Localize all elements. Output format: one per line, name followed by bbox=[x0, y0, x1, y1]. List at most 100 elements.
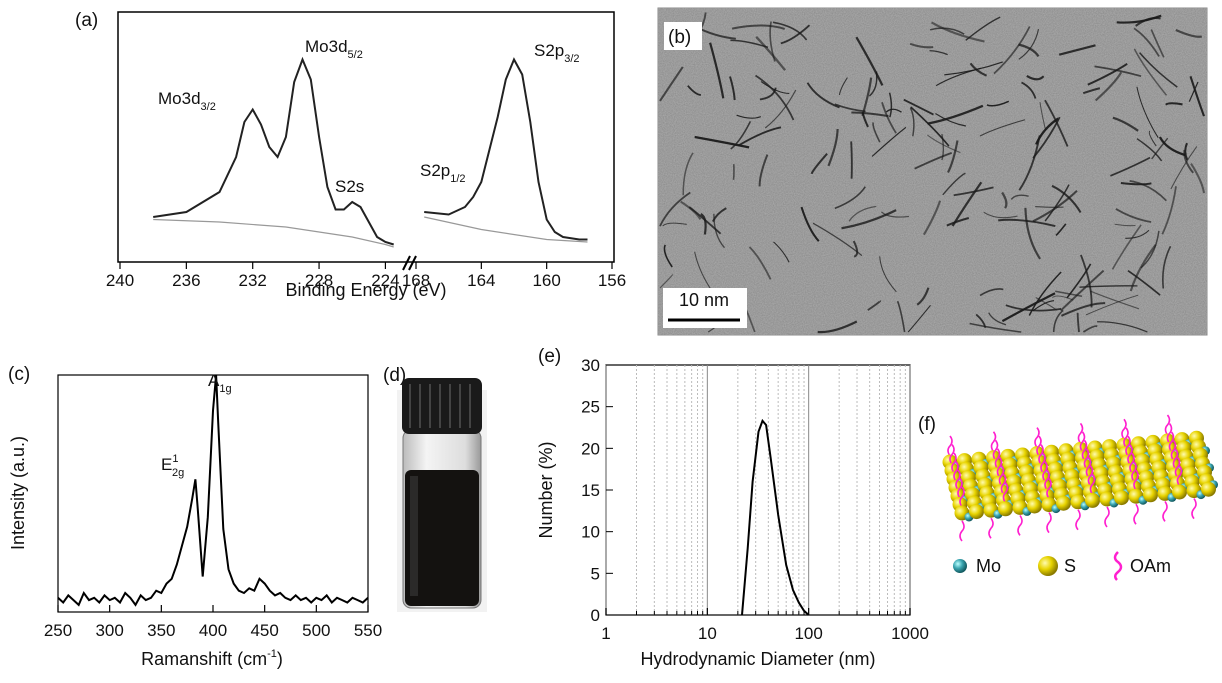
tem-streak bbox=[861, 77, 873, 117]
tem-streak bbox=[1028, 271, 1062, 316]
tem-streak bbox=[1060, 302, 1106, 317]
x-tick-label: 550 bbox=[354, 621, 382, 640]
y-axis-label: Number (%) bbox=[536, 441, 556, 538]
x-tick-label: 164 bbox=[467, 271, 495, 290]
x-tick-label: 168 bbox=[402, 271, 430, 290]
oam-chain bbox=[1174, 457, 1181, 478]
oam-chain bbox=[1164, 414, 1171, 436]
tem-streak bbox=[868, 71, 878, 97]
y-axis-label: Intensity (a.u.) bbox=[8, 436, 28, 550]
oam-chain bbox=[955, 469, 961, 491]
oam-chain bbox=[992, 439, 999, 461]
tem-streak bbox=[1052, 295, 1074, 301]
y-tick-label: 0 bbox=[591, 606, 600, 625]
legend-s-icon bbox=[1038, 556, 1058, 576]
tem-streak bbox=[1060, 269, 1105, 312]
tem-streak bbox=[709, 42, 725, 99]
scale-bar-label: 10 nm bbox=[679, 290, 729, 310]
y-tick-label: 15 bbox=[581, 481, 600, 500]
tem-streak bbox=[682, 152, 694, 196]
tem-streak bbox=[1120, 182, 1152, 186]
tem-streak bbox=[1136, 138, 1163, 162]
tem-streak bbox=[881, 101, 897, 134]
oam-chain bbox=[953, 461, 959, 482]
x-tick-label: 240 bbox=[106, 271, 134, 290]
tem-streak bbox=[659, 274, 674, 289]
x-tick-label: 236 bbox=[172, 271, 200, 290]
x-tick-label: 300 bbox=[95, 621, 123, 640]
x-axis-label-main: Ramanshift (cm bbox=[141, 649, 267, 669]
x-tick-label: 400 bbox=[199, 621, 227, 640]
x-axis-label: Ramanshift (cm-1) bbox=[141, 648, 283, 669]
tem-streak bbox=[1136, 86, 1159, 138]
tem-streak bbox=[1087, 62, 1128, 86]
tem-streak bbox=[855, 36, 884, 86]
tem-streak bbox=[760, 81, 790, 95]
oam-chain bbox=[1089, 473, 1096, 495]
s-atom bbox=[1172, 484, 1187, 500]
panel-label: (d) bbox=[383, 365, 406, 386]
tem-streak bbox=[1161, 186, 1177, 235]
oam-chain bbox=[1125, 435, 1131, 457]
x-tick-label: 100 bbox=[794, 624, 822, 643]
oam-chain bbox=[1176, 465, 1183, 487]
x-tick-label: 228 bbox=[305, 271, 333, 290]
tem-streak bbox=[1089, 290, 1140, 310]
tem-streak bbox=[871, 126, 907, 157]
tem-streak bbox=[806, 82, 840, 109]
tem-streak bbox=[1135, 16, 1161, 27]
annotation-sub: 3/2 bbox=[201, 101, 216, 113]
tem-streak bbox=[1018, 43, 1040, 58]
tem-streak bbox=[1127, 269, 1161, 296]
tem-streak bbox=[979, 288, 1004, 297]
oam-chain bbox=[959, 520, 965, 542]
annotation-sub: 1/2 bbox=[450, 173, 465, 185]
oam-chain bbox=[1121, 418, 1127, 440]
tem-streak bbox=[1044, 184, 1070, 222]
tem-streak bbox=[969, 322, 1022, 333]
annotation: Mo3d5/2 bbox=[305, 37, 363, 61]
oam-chain bbox=[1129, 452, 1135, 474]
tem-streak bbox=[930, 21, 985, 43]
tem-streak bbox=[914, 152, 953, 170]
tem-streak bbox=[929, 50, 948, 56]
tem-image: 10 nm (b) bbox=[657, 7, 1208, 336]
tem-streak bbox=[1085, 294, 1139, 316]
tem-streak bbox=[916, 287, 930, 306]
tem-streak bbox=[773, 241, 790, 263]
tem-streak bbox=[659, 191, 691, 227]
tem-streak bbox=[910, 106, 950, 147]
tem-streak bbox=[1032, 300, 1055, 312]
tem-streak bbox=[1082, 325, 1098, 333]
tem-streak bbox=[1032, 190, 1078, 223]
tem-streak bbox=[848, 205, 877, 222]
tem-streak bbox=[700, 213, 707, 235]
tem-streak bbox=[927, 104, 984, 125]
panel-label: (c) bbox=[8, 364, 30, 385]
tem-streak bbox=[736, 114, 762, 119]
tem-streak bbox=[800, 206, 820, 242]
oam-chain bbox=[988, 517, 994, 539]
annotation-main: Mo3d bbox=[305, 37, 348, 56]
annotation: S2p3/2 bbox=[534, 41, 580, 65]
tem-streak bbox=[748, 246, 772, 280]
tem-streak bbox=[812, 222, 863, 257]
tem-streak bbox=[885, 108, 902, 113]
data-line bbox=[57, 374, 369, 607]
panel-label: (e) bbox=[538, 346, 561, 367]
tem-streak bbox=[879, 256, 897, 293]
tem-streak bbox=[927, 134, 961, 154]
tem-streak bbox=[1133, 27, 1160, 57]
tem-streak bbox=[1125, 229, 1150, 239]
y-tick-label: 30 bbox=[581, 356, 600, 375]
tem-streak bbox=[852, 240, 859, 258]
annotation-main: E bbox=[161, 455, 172, 474]
panel-label: (f) bbox=[918, 414, 936, 435]
tem-streak bbox=[1055, 223, 1067, 237]
x-tick-label: 1000 bbox=[891, 624, 929, 643]
oam-chain bbox=[1191, 498, 1197, 520]
annotation: S2s bbox=[335, 177, 364, 196]
oam-chain bbox=[1166, 423, 1173, 444]
tem-streak bbox=[1021, 81, 1037, 99]
